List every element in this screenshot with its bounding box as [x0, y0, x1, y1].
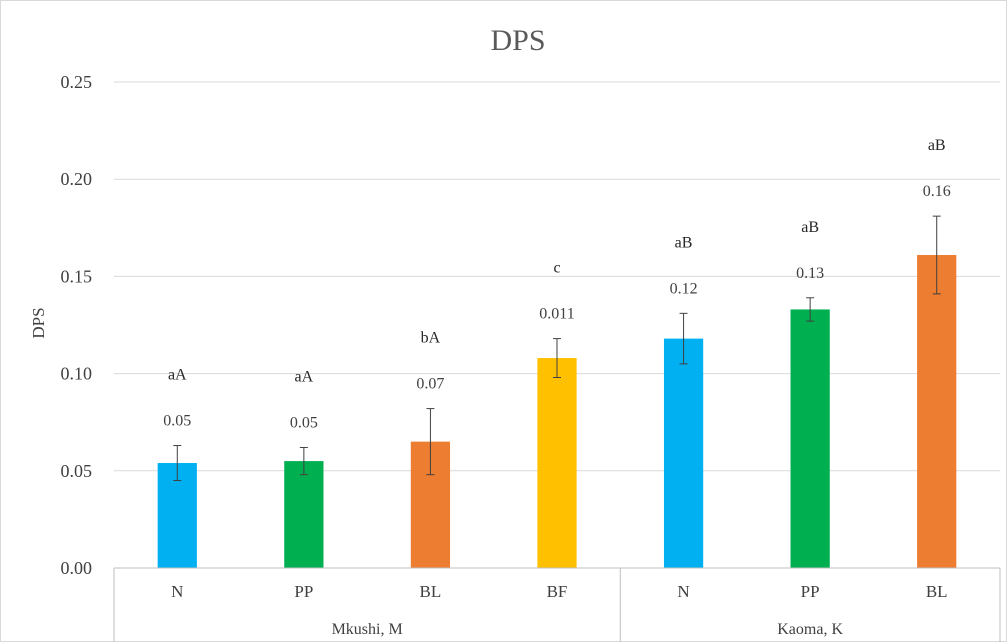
x-tick-label: BF [547, 582, 568, 601]
y-tick-label: 0.15 [61, 266, 93, 286]
bar [917, 255, 957, 569]
bar [663, 338, 704, 568]
y-tick-label: 0.00 [61, 558, 93, 578]
data-label: 0.16 [923, 183, 951, 200]
bar [537, 358, 577, 568]
x-tick-label: N [171, 582, 183, 601]
group-label: Mkushi, M [332, 621, 403, 638]
x-tick-label: BL [926, 582, 948, 601]
group-label: Kaoma, K [777, 621, 843, 638]
significance-letter: aA [168, 367, 187, 384]
bars: 0.05 aA 0.05 aA 0.07 bA 0.011 c 0.12 aB 0.13 aB 0.16… [157, 137, 957, 569]
x-axis: N PP BL BF N PP BL Mkushi, M Kaoma, K [113, 567, 1001, 642]
data-label: 0.07 [416, 376, 444, 393]
chart-title: DPS [490, 24, 545, 57]
x-tick-label: N [677, 582, 689, 601]
y-tick-label: 0.25 [61, 72, 93, 92]
y-tick-label: 0.20 [61, 169, 93, 189]
x-tick-label: PP [801, 582, 820, 601]
data-label: 0.05 [163, 413, 191, 430]
significance-letter: c [553, 260, 560, 277]
significance-letter: aA [295, 368, 314, 385]
data-label: 0.05 [290, 414, 318, 431]
x-tick-label: BL [420, 582, 442, 601]
data-label: 0.011 [539, 306, 574, 323]
data-label: 0.12 [670, 280, 698, 297]
significance-letter: aB [675, 234, 693, 251]
significance-letter: aB [801, 219, 819, 236]
significance-letter: bA [421, 330, 441, 347]
bar [284, 461, 324, 568]
y-tick-label: 0.10 [61, 364, 93, 384]
gridlines [114, 81, 1000, 472]
bar [790, 309, 830, 568]
y-axis-ticks: 0.00 0.05 0.10 0.15 0.20 0.25 [61, 72, 93, 578]
y-tick-label: 0.05 [61, 461, 93, 481]
x-tick-label: PP [294, 582, 313, 601]
significance-letter: aB [928, 137, 946, 154]
y-axis-label: DPS [29, 307, 48, 338]
data-label: 0.13 [796, 265, 824, 282]
